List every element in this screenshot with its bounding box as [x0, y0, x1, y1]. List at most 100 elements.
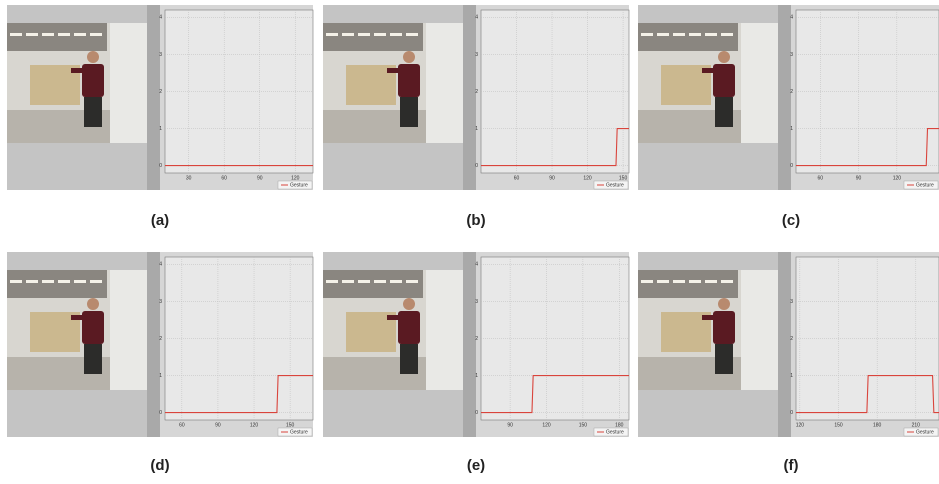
separator — [778, 5, 791, 190]
x-tick-label: 210 — [912, 422, 921, 428]
ceiling-light — [673, 33, 685, 36]
y-tick-label: 3 — [475, 52, 478, 58]
person-head — [87, 51, 99, 63]
caption: (c) — [782, 212, 800, 229]
y-tick-label: 3 — [790, 299, 793, 305]
ceiling-light — [641, 33, 653, 36]
ceiling-light — [721, 280, 733, 283]
photo-ceiling — [638, 270, 738, 298]
person-legs — [84, 97, 102, 127]
person-legs — [400, 97, 418, 127]
person-arm — [387, 315, 401, 320]
ceiling-light — [26, 33, 38, 36]
ceiling-light — [721, 33, 733, 36]
person-legs — [715, 97, 733, 127]
legend-label: Gesture — [916, 182, 934, 188]
x-tick-label: 150 — [834, 422, 843, 428]
x-tick-label: 90 — [257, 175, 263, 181]
person-shirt — [398, 64, 420, 97]
ceiling-light — [406, 33, 418, 36]
y-tick-label: 1 — [790, 126, 793, 132]
x-tick-label: 150 — [286, 422, 295, 428]
photo-right-wall — [110, 270, 147, 390]
person-legs — [715, 344, 733, 374]
photo-right-wall — [426, 270, 463, 390]
ceiling-light — [358, 280, 370, 283]
photo-right-wall — [110, 23, 147, 143]
photo-ceiling — [7, 270, 107, 298]
y-tick-label: 1 — [159, 126, 162, 132]
y-tick-label: 1 — [475, 373, 478, 379]
y-tick-label: 2 — [475, 89, 478, 95]
x-tick-label: 180 — [615, 422, 624, 428]
person-shirt — [82, 64, 104, 97]
x-tick-label: 90 — [215, 422, 221, 428]
person-head — [718, 298, 730, 310]
y-tick-label: 2 — [790, 89, 793, 95]
ceiling-light — [326, 33, 338, 36]
y-tick-label: 4 — [790, 15, 793, 21]
ceiling-light — [26, 280, 38, 283]
person-shirt — [713, 64, 735, 97]
y-tick-label: 2 — [159, 89, 162, 95]
ceiling-light — [10, 280, 22, 283]
x-tick-label: 90 — [507, 422, 513, 428]
ceiling-light — [705, 280, 717, 283]
person-arm — [702, 68, 716, 73]
y-tick-label: 2 — [790, 336, 793, 342]
x-tick-label: 60 — [514, 175, 520, 181]
caption: (f) — [784, 457, 799, 474]
ceiling-light — [42, 33, 54, 36]
legend-label: Gesture — [290, 429, 308, 435]
ceiling-light — [74, 33, 86, 36]
ceiling-light — [42, 280, 54, 283]
x-tick-label: 120 — [250, 422, 259, 428]
legend-label: Gesture — [290, 182, 308, 188]
person-head — [87, 298, 99, 310]
ceiling-light — [374, 280, 386, 283]
person-legs — [400, 344, 418, 374]
ceiling-light — [657, 33, 669, 36]
y-tick-label: 2 — [159, 336, 162, 342]
x-tick-label: 150 — [579, 422, 588, 428]
y-tick-label: 0 — [790, 163, 793, 169]
person-shirt — [82, 311, 104, 344]
ceiling-light — [390, 280, 402, 283]
ceiling-light — [390, 33, 402, 36]
x-tick-label: 120 — [796, 422, 805, 428]
photo-ceiling — [638, 23, 738, 51]
caption: (d) — [150, 457, 169, 474]
x-tick-label: 30 — [186, 175, 192, 181]
y-tick-label: 0 — [159, 163, 162, 169]
y-tick-label: 2 — [475, 336, 478, 342]
ceiling-light — [689, 33, 701, 36]
photo-ceiling — [323, 23, 423, 51]
ceiling-light — [657, 280, 669, 283]
caption: (a) — [151, 212, 169, 229]
y-tick-label: 4 — [159, 15, 162, 21]
x-tick-label: 60 — [221, 175, 227, 181]
plot-area — [796, 10, 939, 173]
y-tick-label: 0 — [475, 410, 478, 416]
x-tick-label: 90 — [549, 175, 555, 181]
ceiling-light — [342, 33, 354, 36]
photo-right-wall — [426, 23, 463, 143]
x-tick-label: 90 — [856, 175, 862, 181]
photo-right-wall — [741, 270, 778, 390]
ceiling-light — [90, 33, 102, 36]
y-tick-label: 3 — [159, 299, 162, 305]
ceiling-light — [90, 280, 102, 283]
photo-ceiling — [7, 23, 107, 51]
legend-label: Gesture — [606, 429, 624, 435]
ceiling-light — [74, 280, 86, 283]
ceiling-light — [374, 33, 386, 36]
separator — [147, 5, 160, 190]
ceiling-light — [58, 280, 70, 283]
ceiling-light — [358, 33, 370, 36]
caption: (b) — [466, 212, 485, 229]
person-legs — [84, 344, 102, 374]
y-tick-label: 0 — [159, 410, 162, 416]
separator — [778, 252, 791, 437]
separator — [147, 252, 160, 437]
y-tick-label: 3 — [159, 52, 162, 58]
